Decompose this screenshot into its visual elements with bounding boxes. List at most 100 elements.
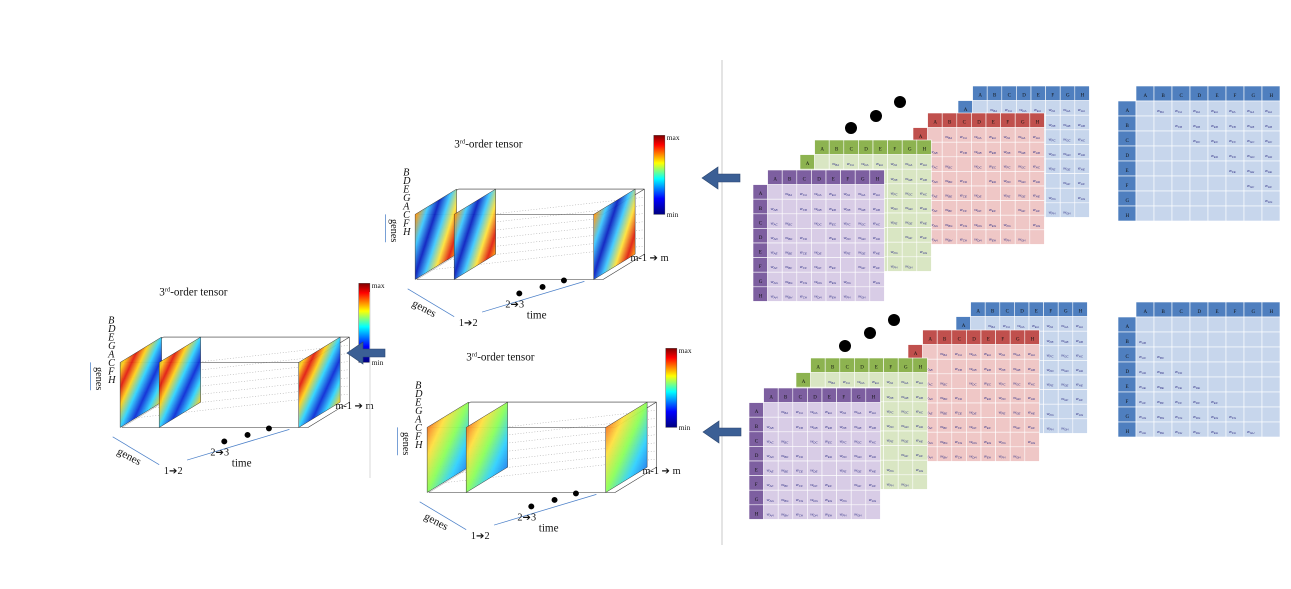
matrix-cell-weight: wBA [988,323,995,329]
matrix-cell-weight: wFB [1049,122,1056,128]
tensor-title: 3rd-order tensor [466,351,535,363]
matrix-cell-weight: wBF [781,482,788,488]
matrix-cell-weight: wBF [945,207,952,213]
matrix-cell-weight: wGD [1061,367,1069,373]
matrix-cell-weight: wDH [1193,429,1201,435]
matrix-cell-weight: wHC [869,438,877,444]
matrix-cell-weight: wHE [920,220,928,226]
matrix-cell-weight: wDC [814,220,822,226]
gene-letter: A [414,415,422,426]
gene-letter: A [107,350,115,361]
matrix-cell-weight: wBC [945,163,953,169]
matrix-col-header: G [1252,94,1256,99]
stack-ellipsis-dot [839,340,851,352]
slice-2-3 [465,401,508,493]
matrix-cell-weight: wHD [1078,151,1086,157]
matrix-cell-weight: wFC [999,380,1007,386]
time-dot [551,496,558,503]
matrix-cell-weight: wEG [984,439,992,445]
matrix-cell-weight: wHB [869,424,876,430]
matrix-col-header: F [889,366,892,371]
matrix-cell-weight: wCF [800,264,807,270]
matrix-cell-weight: wGH [1061,425,1069,431]
matrix-cell-weight: wFH [999,453,1007,459]
matrix-cell-weight: wCA [843,379,850,385]
matrix-cell-weight: wFG [1049,195,1057,201]
matrix-cell-weight: wAH [771,293,779,299]
matrix-col-header: F [893,148,896,153]
matrix-col-header: F [842,396,845,401]
matrix-cell-weight: wAD [1139,369,1147,375]
matrix-cell-weight: wDH [814,293,822,299]
matrix-cell-weight: wGA [901,379,908,385]
matrix-cell-weight: wBF [785,264,792,270]
matrix-cell-weight: wEB [984,366,991,372]
matrix-row-header: D [755,454,759,459]
matrix-col-header: E [832,178,835,183]
matrix-cell-weight: wEG [989,222,997,228]
matrix-cell-weight: wCF [960,207,967,213]
matrix-cell-weight: wAF [931,207,938,213]
matrix-col-header: A [928,338,932,343]
matrix-cell-weight: wDA [814,191,821,197]
matrix-cell-weight: wCG [960,222,968,228]
matrix-cell-weight: wGE [854,468,862,474]
matrix-cell-weight: wCE [800,250,808,256]
matrix-cell-weight: wDA [969,351,976,357]
matrix-row-header: B [1126,124,1130,129]
matrix-cell-weight: wCB [1175,123,1182,129]
matrix-col-header: B [993,94,997,99]
matrix-cell-weight: wHD [869,453,877,459]
matrix-cell-weight: wEB [989,149,996,155]
matrix-col-header: E [879,148,882,153]
matrix-cell-weight: wAF [1139,399,1146,405]
matrix-cell-weight: wGA [1018,134,1025,140]
matrix-cell-weight: wAC [1139,354,1147,360]
stack-ellipsis-dot [888,314,900,326]
matrix-cell-weight: wFG [840,497,848,503]
matrix-cell-weight: wGD [1018,178,1026,184]
matrix-cell-weight: wED [829,235,837,241]
matrix-cell-weight: wGH [1018,236,1026,242]
matrix-cell-weight: wEC [989,163,997,169]
matrix-cell-weight: wFD [999,395,1007,401]
matrix-row-header: A [962,324,966,329]
matrix-cell-weight: wHF [920,234,927,240]
slice-1-2 [119,336,162,428]
matrix-cell-weight: wDF [1193,399,1200,405]
matrix-cell-weight: wEG [829,279,837,285]
matrix-cell-weight: wDF [814,264,821,270]
matrix-cell-weight: wAD [926,395,934,401]
matrix-row-header: A [802,380,806,385]
matrix-cell-weight: wHB [1078,122,1085,128]
matrix-cell-weight: wDA [861,161,868,167]
matrix-cell-weight: wHB [916,394,923,400]
matrix-cell-weight: wAC [771,220,779,226]
matrix-col-header: B [991,310,995,315]
matrix-cell-weight: wEF [1211,399,1218,405]
arrow-to-top-tensor [701,166,741,190]
matrix-cell-weight: wHA [1265,108,1272,114]
matrix-cell-weight: wAE [1139,384,1147,390]
matrix-col-header: D [1020,310,1024,315]
matrix-cell-weight: wEA [829,191,836,197]
matrix-cell-weight: wED [984,395,992,401]
matrix-cell-weight: wCE [955,410,963,416]
matrix-cell-weight: wAH [1139,429,1147,435]
matrix-cell-weight: wHB [920,176,927,182]
matrix-cell-weight: wGE [858,250,866,256]
matrix-cell-weight: wGD [905,205,913,211]
matrix-cell-weight: wHF [873,264,880,270]
matrix-row-header: A [919,135,923,140]
matrix-col-header: H [872,396,876,401]
matrix-cell-weight: wEA [989,134,996,140]
step-2-3-label: 2➔3 [210,447,229,458]
matrix-cell-weight: wAG [926,439,934,445]
matrix-row-header: A [914,352,918,357]
matrix-cell-weight: wGB [901,394,908,400]
gene-letter: F [107,367,115,378]
matrix-cell-weight: wEH [825,511,833,517]
gene-letter: G [415,406,423,417]
colorbar-max-label: max [679,346,692,355]
